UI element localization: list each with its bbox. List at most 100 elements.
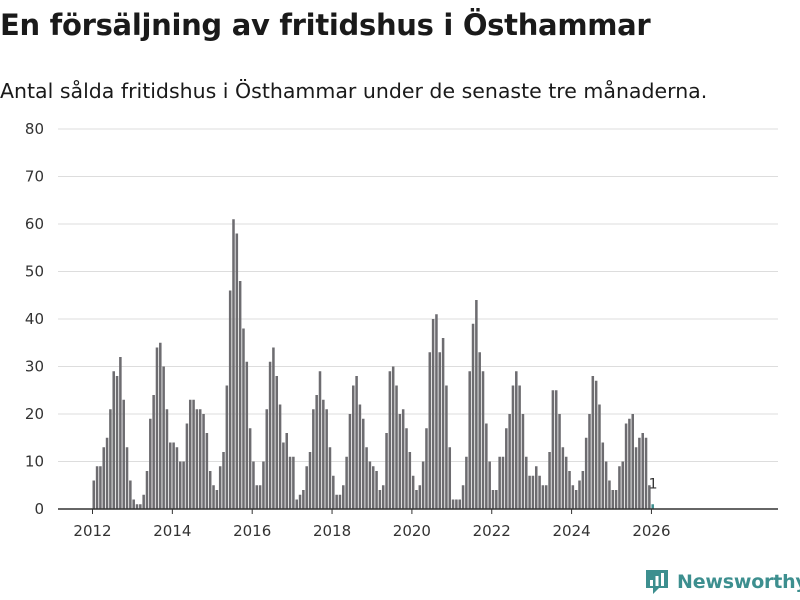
bar xyxy=(95,466,99,509)
newsworthy-logo-icon xyxy=(646,570,668,594)
bar xyxy=(222,452,225,509)
bar xyxy=(591,376,595,509)
data-label-latest: 1 xyxy=(649,476,658,492)
bar xyxy=(525,456,528,509)
bar xyxy=(109,409,112,509)
bar xyxy=(149,418,152,509)
bar xyxy=(258,485,262,509)
bar xyxy=(188,399,192,509)
bar xyxy=(601,442,605,509)
bar xyxy=(302,490,305,509)
bar xyxy=(571,485,575,509)
y-tick-label: 80 xyxy=(25,120,44,138)
bar xyxy=(448,447,452,509)
bar xyxy=(145,471,149,509)
bar xyxy=(521,414,525,509)
y-tick-label: 20 xyxy=(25,405,44,423)
bar xyxy=(375,471,378,509)
bar xyxy=(594,380,598,509)
bar xyxy=(435,314,438,509)
bar xyxy=(238,281,242,509)
bar xyxy=(488,461,491,509)
bar xyxy=(634,447,638,509)
y-tick-label: 10 xyxy=(25,453,44,471)
bar xyxy=(401,409,405,509)
bar xyxy=(641,433,644,509)
bar xyxy=(342,485,345,509)
bar xyxy=(252,461,255,509)
bar xyxy=(185,423,189,509)
bar xyxy=(411,475,415,509)
chart-title: En försäljning av fritidshus i Östhammar xyxy=(0,8,651,42)
bar xyxy=(471,323,475,509)
bar xyxy=(581,471,585,509)
bar xyxy=(275,376,279,509)
bar xyxy=(182,461,185,509)
bar xyxy=(192,399,195,509)
bar xyxy=(315,395,318,509)
bar xyxy=(461,485,465,509)
bar xyxy=(202,414,205,509)
bar xyxy=(119,357,122,509)
bar xyxy=(328,447,332,509)
bar xyxy=(285,433,288,509)
bar xyxy=(218,466,222,509)
y-tick-label: 40 xyxy=(25,310,44,328)
bar xyxy=(105,437,109,509)
bar xyxy=(361,418,365,509)
bar xyxy=(508,414,511,509)
bar xyxy=(584,437,588,509)
bar xyxy=(428,352,432,509)
bar xyxy=(558,414,561,509)
bar xyxy=(574,490,578,509)
bar xyxy=(335,494,338,509)
bar xyxy=(458,499,461,509)
bar xyxy=(541,485,545,509)
bar xyxy=(282,442,285,509)
bar xyxy=(248,428,252,509)
bar xyxy=(638,437,641,509)
bar xyxy=(142,494,145,509)
bar xyxy=(235,233,239,509)
bar xyxy=(175,447,179,509)
bar xyxy=(122,399,125,509)
bar xyxy=(388,371,392,509)
bar xyxy=(624,423,628,509)
bar xyxy=(405,428,408,509)
x-tick-label: 2014 xyxy=(153,522,191,540)
bar xyxy=(564,456,568,509)
bar xyxy=(225,385,229,509)
bar xyxy=(152,395,155,509)
bar xyxy=(485,423,488,509)
bar xyxy=(139,504,142,509)
bar xyxy=(255,485,259,509)
bar xyxy=(468,371,471,509)
bar xyxy=(208,471,212,509)
bar xyxy=(312,409,315,509)
bar xyxy=(325,409,328,509)
bar xyxy=(431,319,435,509)
bar xyxy=(438,352,442,509)
bar xyxy=(648,485,651,509)
bar xyxy=(99,466,102,509)
bar xyxy=(292,456,295,509)
bar xyxy=(278,404,282,509)
brand[interactable]: Newsworthy xyxy=(644,568,800,596)
y-tick-label: 30 xyxy=(25,358,44,376)
bar xyxy=(169,442,172,509)
bar xyxy=(445,385,448,509)
x-tick-label: 2016 xyxy=(233,522,271,540)
bar xyxy=(195,409,199,509)
bar xyxy=(132,499,135,509)
bar xyxy=(112,371,115,509)
y-tick-label: 60 xyxy=(25,215,44,233)
bar xyxy=(228,290,232,509)
bar xyxy=(242,328,245,509)
bar xyxy=(498,456,501,509)
bar xyxy=(415,490,418,509)
bar xyxy=(298,494,302,509)
bar xyxy=(322,399,325,509)
bar xyxy=(355,376,358,509)
bar xyxy=(451,499,455,509)
